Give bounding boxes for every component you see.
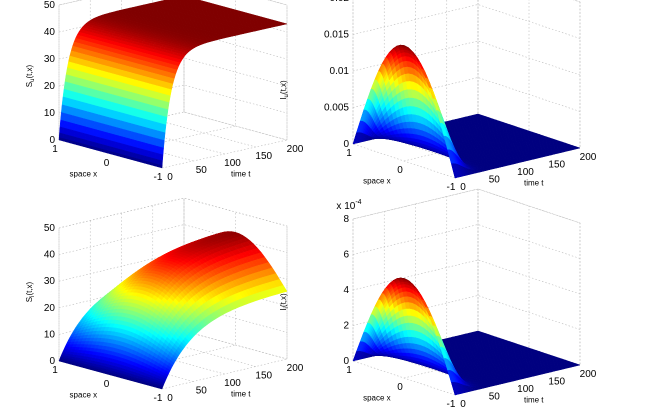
time-tick-label: 100	[517, 384, 534, 395]
z-tick-label: 0	[49, 356, 55, 367]
time-tick-label: 150	[255, 371, 272, 382]
space-tick-label: 1	[52, 365, 58, 376]
time-tick-label: 150	[548, 160, 565, 171]
z-exponent-label: x 10-4	[336, 199, 361, 212]
z-tick-label: 8	[343, 214, 349, 225]
space-axis-label: space x	[70, 391, 98, 400]
z-axis-label: Ii(t,x)	[279, 293, 290, 311]
time-tick-label: 100	[224, 158, 241, 169]
z-axis-label-main: S	[25, 297, 34, 302]
z-tick-label: 0.02	[330, 0, 350, 4]
z-axis-label-sub: i	[284, 307, 290, 308]
space-tick-label: -1	[447, 399, 456, 410]
z-axis-label: Iu(t,x)	[279, 80, 290, 100]
z-axis-label: Su(t,x)	[25, 64, 36, 87]
z-axis-label-tail: (t,x)	[279, 293, 288, 307]
time-tick-label: 0	[460, 399, 466, 410]
surface-mesh	[58, 0, 288, 169]
space-tick-label: 0	[397, 165, 403, 176]
z-tick-label: 40	[44, 27, 56, 38]
space-tick-label: 0	[104, 158, 110, 169]
z-axis-label-tail: (t,x)	[25, 281, 34, 295]
z-tick-label: 6	[343, 250, 349, 261]
z-tick-label: 40	[44, 250, 56, 261]
z-tick-label: 0	[343, 356, 349, 367]
z-tick-label: 10	[44, 329, 56, 340]
surface-mesh	[352, 277, 581, 396]
time-tick-label: 100	[224, 378, 241, 389]
time-tick-label: 200	[287, 144, 304, 155]
time-tick-label: 200	[287, 363, 304, 374]
z-exponent-power: -4	[355, 199, 361, 206]
z-tick-label: 30	[44, 276, 56, 287]
z-tick-label: 0	[343, 139, 349, 150]
time-tick-label: 100	[517, 167, 534, 178]
time-tick-label: 50	[489, 392, 501, 403]
time-tick-label: 0	[460, 182, 466, 193]
z-tick-label: 20	[44, 81, 56, 92]
space-axis-label: space x	[363, 176, 391, 185]
space-tick-label: 0	[397, 382, 403, 393]
z-tick-label: 10	[44, 108, 56, 119]
time-tick-label: 150	[548, 377, 565, 388]
time-tick-label: 50	[196, 165, 208, 176]
time-axis-label: time t	[524, 179, 544, 188]
surface-mesh	[352, 44, 581, 179]
z-tick-label: 50	[44, 0, 56, 11]
time-tick-label: 200	[580, 152, 597, 163]
time-tick-label: 0	[167, 172, 173, 183]
z-tick-label: 50	[44, 223, 56, 234]
space-tick-label: -1	[447, 182, 456, 193]
z-axis-label: Si(t,x)	[25, 281, 36, 302]
z-tick-label: 0.005	[324, 103, 349, 114]
time-axis-label: time t	[231, 170, 251, 179]
time-tick-label: 0	[167, 393, 173, 404]
time-tick-label: 50	[196, 386, 208, 397]
time-axis-label: time t	[231, 390, 251, 399]
z-axis-label-tail: (t,x)	[25, 64, 34, 78]
z-tick-label: 0.015	[324, 30, 349, 41]
time-tick-label: 150	[255, 151, 272, 162]
z-tick-label: 4	[343, 285, 349, 296]
time-tick-label: 50	[489, 175, 501, 186]
z-tick-label: 2	[343, 321, 349, 332]
surface-plot-2: 00.0050.010.0150.0205010015020010-1time …	[279, 0, 597, 193]
z-axis-label-tail: (t,x)	[279, 80, 288, 94]
z-axis-label-main: I	[279, 308, 288, 310]
z-axis-label-sub: i	[30, 296, 36, 297]
z-axis-label-sub: u	[30, 79, 36, 82]
z-tick-label: 20	[44, 303, 56, 314]
space-axis-label: space x	[70, 170, 98, 179]
time-axis-label: time t	[524, 396, 544, 405]
space-tick-label: 1	[346, 148, 352, 159]
z-tick-label: 0	[49, 135, 55, 146]
space-tick-label: 1	[52, 144, 58, 155]
z-axis-label-main: S	[25, 82, 34, 87]
time-tick-label: 200	[580, 369, 597, 380]
space-tick-label: 0	[104, 379, 110, 390]
z-tick-label: 0.01	[330, 66, 350, 77]
space-tick-label: -1	[154, 172, 163, 183]
z-axis-label-sub: u	[284, 94, 290, 97]
space-tick-label: 1	[346, 365, 352, 376]
surface-mesh	[58, 231, 288, 390]
space-tick-label: -1	[154, 393, 163, 404]
z-tick-label: 30	[44, 54, 56, 65]
space-axis-label: space x	[363, 393, 391, 402]
z-exponent-base: x 10	[336, 201, 355, 212]
z-axis-label-main: I	[279, 97, 288, 99]
